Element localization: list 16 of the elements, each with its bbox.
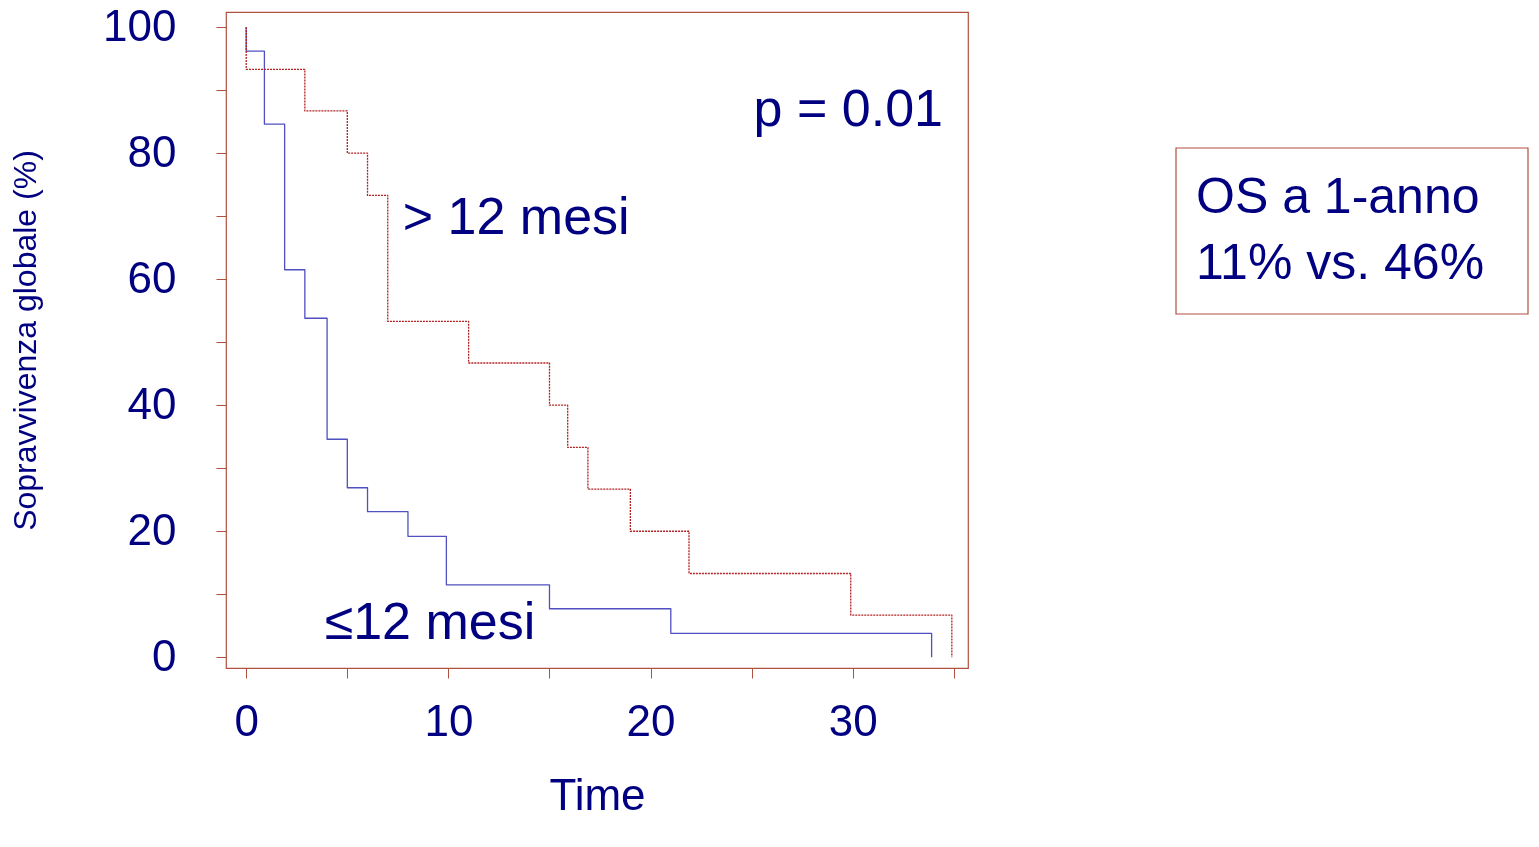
- y-tick-label: 20: [127, 504, 177, 554]
- y-tick-label: 0: [152, 630, 177, 680]
- y-axis-title: Sopravvivenza globale (%): [7, 150, 44, 531]
- text: OS a 1-anno 11% vs. 46%: [1196, 168, 1485, 290]
- y-tick-label: 60: [127, 252, 177, 302]
- x-tick-label: 0: [234, 695, 259, 745]
- x-axis-title: Time: [549, 769, 646, 819]
- annotation: p = 0.01: [753, 79, 943, 137]
- y-tick-label: 40: [127, 378, 177, 428]
- x-tick-label: 20: [626, 695, 676, 745]
- y-tick-label: 80: [127, 126, 177, 176]
- x-tick-label: 10: [424, 695, 474, 745]
- series-label: ≤12 mesi: [324, 592, 536, 650]
- series-label: > 12 mesi: [402, 187, 630, 246]
- x-tick-label: 30: [828, 695, 878, 745]
- y-tick-label: 100: [103, 0, 177, 50]
